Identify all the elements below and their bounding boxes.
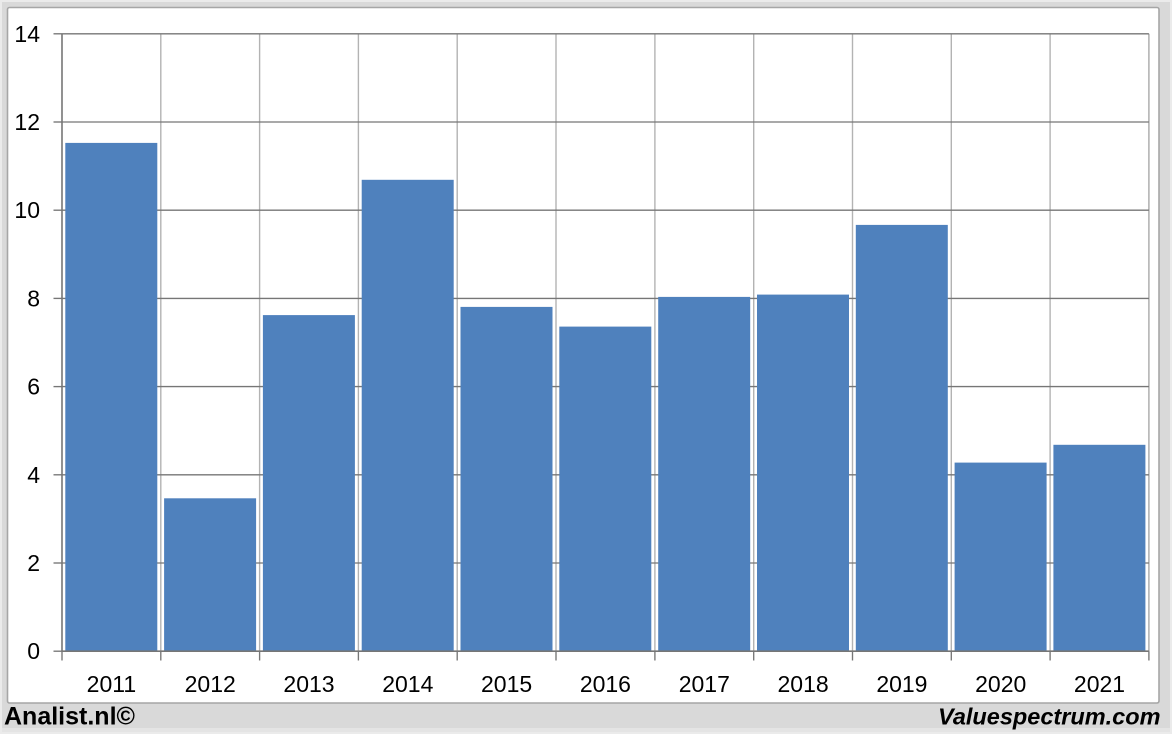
svg-text:2011: 2011 (87, 671, 136, 697)
svg-text:2018: 2018 (778, 671, 829, 697)
svg-text:0: 0 (27, 638, 40, 664)
svg-text:2021: 2021 (1074, 671, 1125, 697)
svg-text:2013: 2013 (283, 671, 334, 697)
svg-text:2012: 2012 (185, 671, 236, 697)
svg-text:2: 2 (27, 550, 40, 576)
svg-text:2019: 2019 (876, 671, 927, 697)
svg-text:2014: 2014 (382, 671, 433, 697)
svg-text:Analist.nl©: Analist.nl© (4, 703, 136, 731)
svg-text:12: 12 (14, 109, 40, 135)
svg-text:4: 4 (27, 462, 40, 488)
svg-text:Valuespectrum.com: Valuespectrum.com (938, 704, 1160, 730)
svg-text:2017: 2017 (679, 671, 730, 697)
svg-text:2016: 2016 (580, 671, 631, 697)
svg-text:10: 10 (14, 197, 40, 223)
svg-text:14: 14 (14, 21, 40, 47)
svg-text:2020: 2020 (975, 671, 1026, 697)
svg-text:2015: 2015 (481, 671, 532, 697)
svg-text:8: 8 (27, 285, 40, 311)
svg-text:6: 6 (27, 374, 40, 400)
